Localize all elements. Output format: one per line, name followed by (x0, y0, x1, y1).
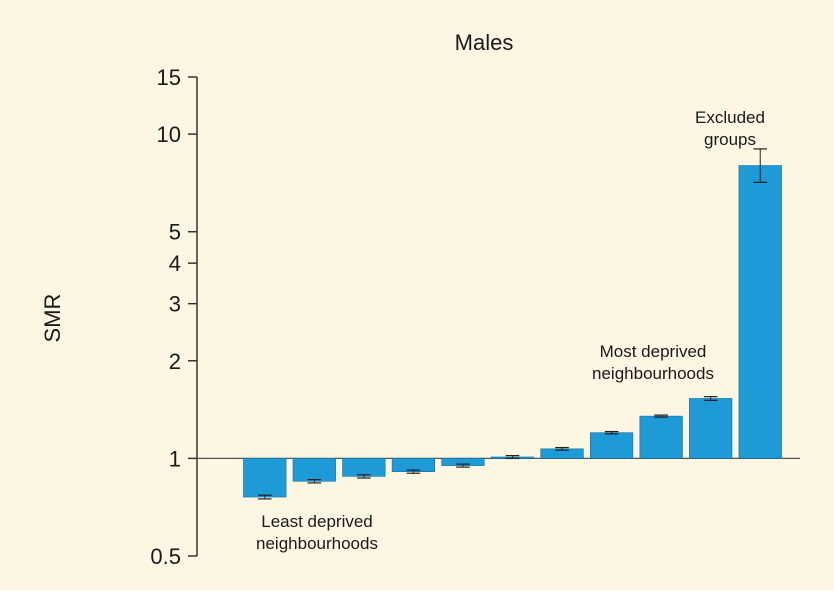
bar (589, 432, 634, 459)
bar (738, 165, 782, 459)
annotation-line: Excluded (695, 108, 765, 127)
y-tick-label: 5 (169, 220, 181, 245)
y-tick-label: 3 (169, 292, 181, 317)
bars (243, 148, 782, 500)
annotation-label: Least deprived neighbourhoods (256, 512, 378, 553)
annotation-line: neighbourhoods (256, 534, 378, 553)
chart-title: Males (455, 30, 514, 55)
bar (689, 398, 733, 459)
annotation-label: Most deprived neighbourhoods (592, 342, 714, 383)
y-tick-label: 15 (157, 65, 181, 90)
annotation-line: groups (704, 130, 756, 149)
y-axis-label: SMR (40, 294, 65, 343)
y-tick-label: 1 (169, 446, 181, 471)
annotation-line: Least deprived (261, 512, 373, 531)
bar (639, 415, 683, 459)
y-tick-label: 10 (157, 122, 181, 147)
bar (243, 458, 287, 498)
annotation-label: Excluded groups (695, 108, 765, 149)
y-tick-label: 4 (169, 251, 181, 276)
annotation-line: neighbourhoods (592, 364, 714, 383)
bar (292, 458, 336, 482)
bar (342, 458, 386, 477)
annotation-line: Most deprived (600, 342, 707, 361)
y-tick-label: 0.5 (150, 544, 181, 569)
y-tick-label: 2 (169, 349, 181, 374)
